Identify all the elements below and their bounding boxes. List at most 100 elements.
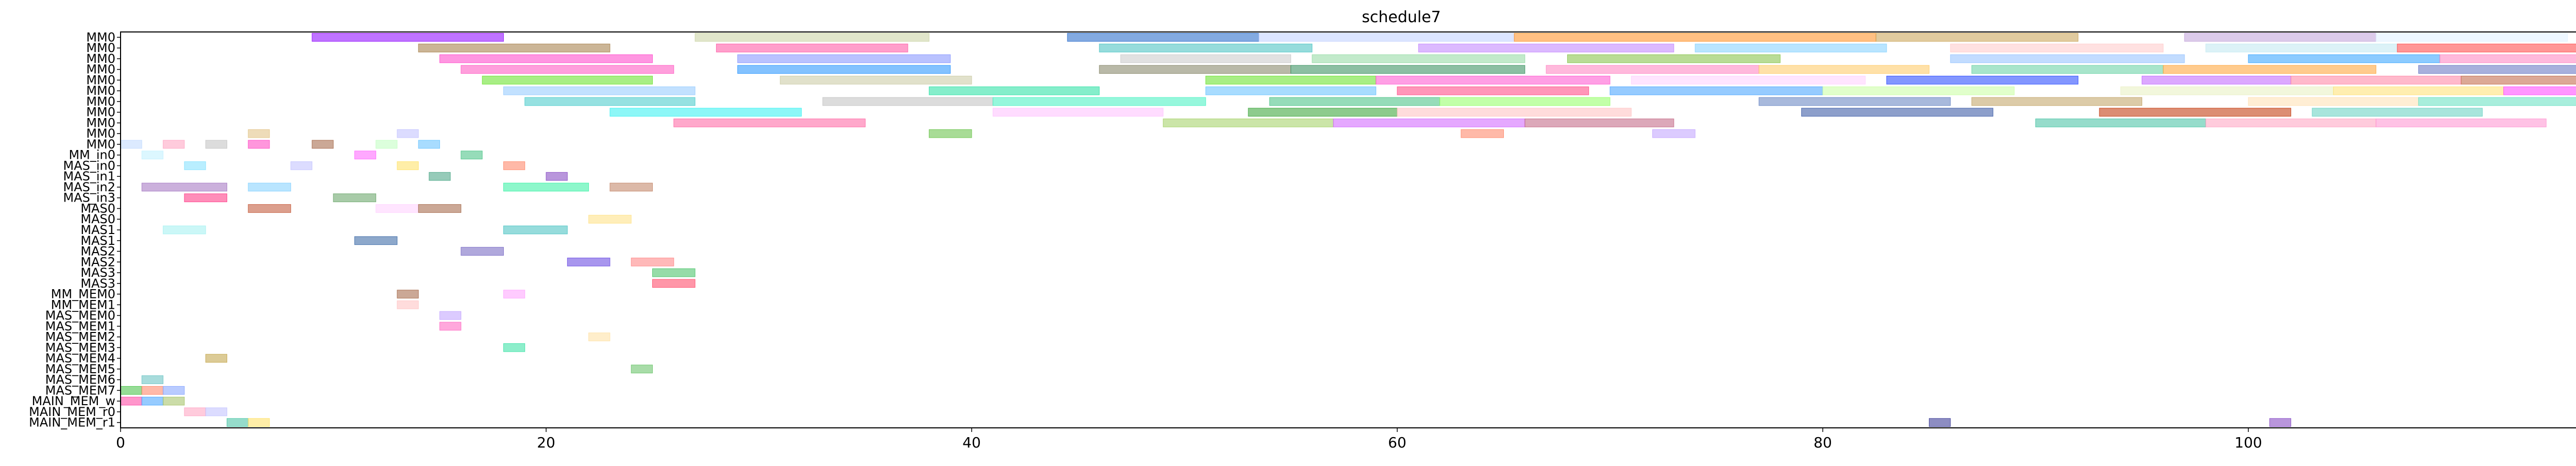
task-bar: [1950, 43, 2164, 53]
task-bar: [1269, 97, 1440, 106]
task-bar: [1461, 129, 1504, 138]
y-tick-label: MAIN_MEM_w: [32, 394, 115, 408]
y-tick-label: MAS_MEM6: [45, 373, 115, 387]
task-bar: [503, 182, 589, 192]
task-bar: [1439, 97, 1611, 106]
y-tick-label: MAS_MEM0: [45, 308, 115, 323]
task-bar: [2184, 32, 2377, 42]
task-bar: [439, 322, 462, 331]
task-bar: [2099, 108, 2292, 117]
y-tick-label: MAS_in1: [63, 169, 115, 184]
y-tick-label: MM0: [86, 94, 115, 109]
task-bar: [184, 161, 206, 170]
task-bar: [163, 225, 206, 235]
task-bar: [1652, 129, 1696, 138]
task-bar: [2205, 119, 2377, 127]
task-bar: [397, 290, 419, 298]
task-bar: [503, 161, 526, 170]
y-tick-label: MAS2: [80, 244, 115, 259]
task-bar: [1822, 86, 2015, 95]
y-tick-label: MAS3: [80, 276, 115, 291]
task-bar: [2376, 119, 2547, 127]
task-bar: [1067, 32, 1260, 42]
task-bar: [1758, 65, 1930, 74]
task-bar: [397, 300, 419, 309]
task-bar: [588, 332, 611, 341]
task-bar: [482, 76, 653, 85]
task-bar: [2205, 43, 2398, 53]
task-bar: [1546, 65, 1759, 74]
task-bar: [737, 65, 951, 74]
plot-frame: [120, 31, 2576, 428]
task-bar: [205, 407, 228, 417]
task-bars: [120, 32, 2576, 427]
task-bar: [205, 354, 228, 363]
y-tick-label: MAS_in2: [63, 180, 115, 194]
task-bar: [429, 172, 451, 181]
task-bar: [2397, 43, 2576, 53]
task-bar: [2376, 32, 2568, 42]
task-bar: [1950, 54, 2185, 63]
task-bar: [631, 364, 653, 374]
task-bar: [354, 236, 398, 245]
task-bar: [354, 151, 377, 160]
task-bar: [163, 386, 185, 395]
y-tick-label: MAS1: [80, 234, 115, 248]
task-bar: [2439, 54, 2576, 63]
y-tick-label: MM_MEM1: [51, 297, 115, 312]
task-bar: [694, 32, 929, 42]
task-bar: [2503, 86, 2576, 95]
task-bar: [1514, 32, 1876, 42]
x-tick-label: 0: [116, 434, 125, 451]
task-bar: [652, 268, 696, 277]
y-tick-label: MAS_MEM7: [45, 383, 115, 397]
task-bar: [1524, 119, 1674, 127]
task-bar: [822, 97, 993, 106]
y-tick-label: MM0: [86, 73, 115, 87]
y-tick-label: MM0: [86, 30, 115, 44]
task-bar: [1163, 119, 1334, 127]
y-tick-label: MAS2: [80, 255, 115, 269]
task-bar: [141, 151, 164, 160]
task-bar: [1376, 76, 1611, 85]
y-tick-label: MAS_in0: [63, 158, 115, 173]
task-bar: [1631, 76, 1866, 85]
task-bar: [2035, 119, 2206, 127]
task-bar: [524, 97, 696, 106]
task-bar: [992, 97, 1206, 106]
x-tick-label: 20: [537, 434, 555, 451]
task-bar: [2163, 65, 2377, 74]
y-tick-label: MM0: [86, 126, 115, 141]
task-bar: [673, 119, 866, 127]
task-bar: [397, 129, 419, 138]
task-bar: [248, 129, 270, 138]
task-bar: [1205, 76, 1377, 85]
task-bar: [2120, 86, 2334, 95]
task-bar: [2142, 76, 2292, 85]
task-bar: [503, 86, 696, 95]
task-bar: [1758, 97, 1951, 106]
task-bar: [397, 161, 419, 170]
y-tick-label: MM0: [86, 52, 115, 66]
task-bar: [503, 290, 526, 298]
task-bar: [1567, 54, 1781, 63]
task-bar: [631, 257, 674, 267]
task-bar: [1397, 86, 1589, 95]
task-bar: [120, 396, 142, 406]
task-bar: [248, 140, 270, 149]
y-tick-label: MM0: [86, 105, 115, 120]
task-bar: [1929, 418, 1951, 427]
task-bar: [461, 65, 674, 74]
task-bar: [546, 172, 568, 181]
task-bar: [716, 43, 908, 53]
task-bar: [141, 182, 227, 192]
y-tick-label: MAS_in3: [63, 191, 115, 205]
task-bar: [1886, 76, 2079, 85]
task-bar: [737, 54, 951, 63]
task-bar: [120, 140, 142, 149]
y-tick-label: MM_MEM0: [51, 287, 115, 302]
y-tick-label: MAIN_MEM_r0: [29, 405, 115, 419]
task-bar: [141, 386, 164, 395]
task-bar: [1248, 108, 1398, 117]
task-bar: [376, 140, 398, 149]
